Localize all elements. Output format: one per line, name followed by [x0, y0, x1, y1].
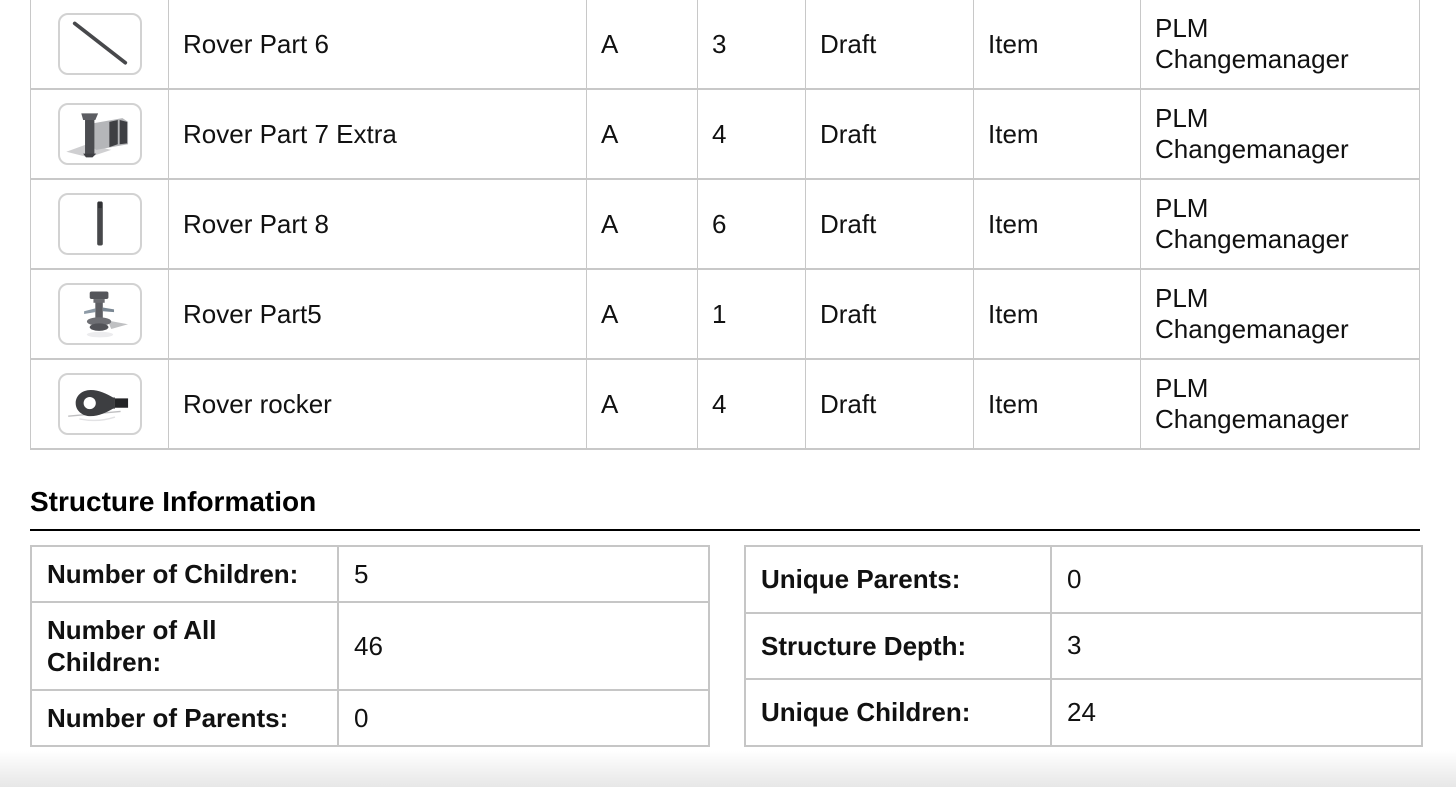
part-type: Item: [973, 268, 1141, 360]
structure-information-heading: Structure Information: [30, 486, 317, 517]
part-type: Item: [973, 358, 1141, 450]
part-name: Rover Part 7 Extra: [168, 88, 587, 180]
part-name: Rover Part 8: [168, 178, 587, 270]
info-label: Number of Children:: [30, 545, 339, 603]
rod-vertical-icon: [96, 201, 103, 246]
part-thumbnail-cell: [30, 178, 169, 270]
part-owner: PLM Changemanager: [1140, 88, 1420, 180]
part-thumbnail-cell: [30, 0, 169, 90]
info-label: Structure Depth:: [744, 611, 1052, 681]
part-owner: PLM Changemanager: [1140, 178, 1420, 270]
part-quantity: 4: [697, 358, 806, 450]
info-value: 24: [1050, 678, 1423, 747]
part-revision: A: [586, 0, 698, 90]
structure-info-right-table: Unique Parents: 0 Structure Depth: 3 Uni…: [744, 545, 1423, 747]
part-owner: PLM Changemanager: [1140, 0, 1420, 90]
info-value: 5: [337, 545, 710, 603]
page-end-gradient: [0, 751, 1456, 787]
part-thumbnail-cell: [30, 88, 169, 180]
info-value: 0: [337, 689, 710, 747]
parts-table: Rover Part 6 A 3 Draft Item PLM Changema…: [30, 0, 1420, 450]
part-status: Draft: [805, 0, 974, 90]
part-type: Item: [973, 88, 1141, 180]
part-type: Item: [973, 0, 1141, 90]
bolt-icon: [83, 291, 128, 338]
part-thumbnail-frame: [57, 103, 142, 165]
part-type: Item: [973, 178, 1141, 270]
part-revision: A: [586, 358, 698, 450]
part-revision: A: [586, 178, 698, 270]
structure-info-tables: Number of Children: 5 Number of All Chil…: [30, 545, 1456, 747]
info-value: 0: [1050, 545, 1423, 614]
part-name: Rover rocker: [168, 358, 587, 450]
part-quantity: 6: [697, 178, 806, 270]
part-revision: A: [586, 268, 698, 360]
part-status: Draft: [805, 358, 974, 450]
part-status: Draft: [805, 268, 974, 360]
part-row: Rover Part5 A 1 Draft Item PLM Changeman…: [30, 268, 1420, 360]
part-status: Draft: [805, 178, 974, 270]
info-row: Number of Children: 5: [30, 545, 710, 603]
part-thumbnail-frame: [57, 13, 142, 75]
part-quantity: 1: [697, 268, 806, 360]
part-revision: A: [586, 88, 698, 180]
info-label: Unique Children:: [744, 678, 1052, 747]
part-owner: PLM Changemanager: [1140, 268, 1420, 360]
part-row: Rover Part 8 A 6 Draft Item PLM Changema…: [30, 178, 1420, 270]
structure-info-left-table: Number of Children: 5 Number of All Chil…: [30, 545, 710, 747]
info-value: 3: [1050, 611, 1423, 681]
part-thumbnail-cell: [30, 358, 169, 450]
info-value: 46: [337, 601, 710, 691]
rocker-icon: [67, 389, 128, 422]
part-row: Rover Part 6 A 3 Draft Item PLM Changema…: [30, 0, 1420, 90]
part-name: Rover Part5: [168, 268, 587, 360]
part-thumbnail-frame: [57, 193, 142, 255]
part-thumbnail-cell: [30, 268, 169, 360]
heading-rule: [30, 529, 1420, 531]
part-owner: PLM Changemanager: [1140, 358, 1420, 450]
info-label: Number of Parents:: [30, 689, 339, 747]
part-thumbnail-frame: [57, 283, 142, 345]
part-row: Rover Part 7 Extra A 4 Draft Item PLM Ch…: [30, 88, 1420, 180]
part-status: Draft: [805, 88, 974, 180]
rod-diagonal-icon: [72, 21, 127, 65]
info-row: Number of All Children: 46: [30, 601, 710, 691]
part-quantity: 4: [697, 88, 806, 180]
part-name: Rover Part 6: [168, 0, 587, 90]
info-label: Unique Parents:: [744, 545, 1052, 614]
part-quantity: 3: [697, 0, 806, 90]
bracket-icon: [65, 113, 128, 158]
info-row: Unique Children: 24: [744, 678, 1423, 747]
info-row: Unique Parents: 0: [744, 545, 1423, 614]
info-row: Number of Parents: 0: [30, 689, 710, 747]
part-thumbnail-frame: [57, 373, 142, 435]
info-label: Number of All Children:: [30, 601, 339, 691]
part-row: Rover rocker A 4 Draft Item PLM Changema…: [30, 358, 1420, 450]
info-row: Structure Depth: 3: [744, 611, 1423, 681]
